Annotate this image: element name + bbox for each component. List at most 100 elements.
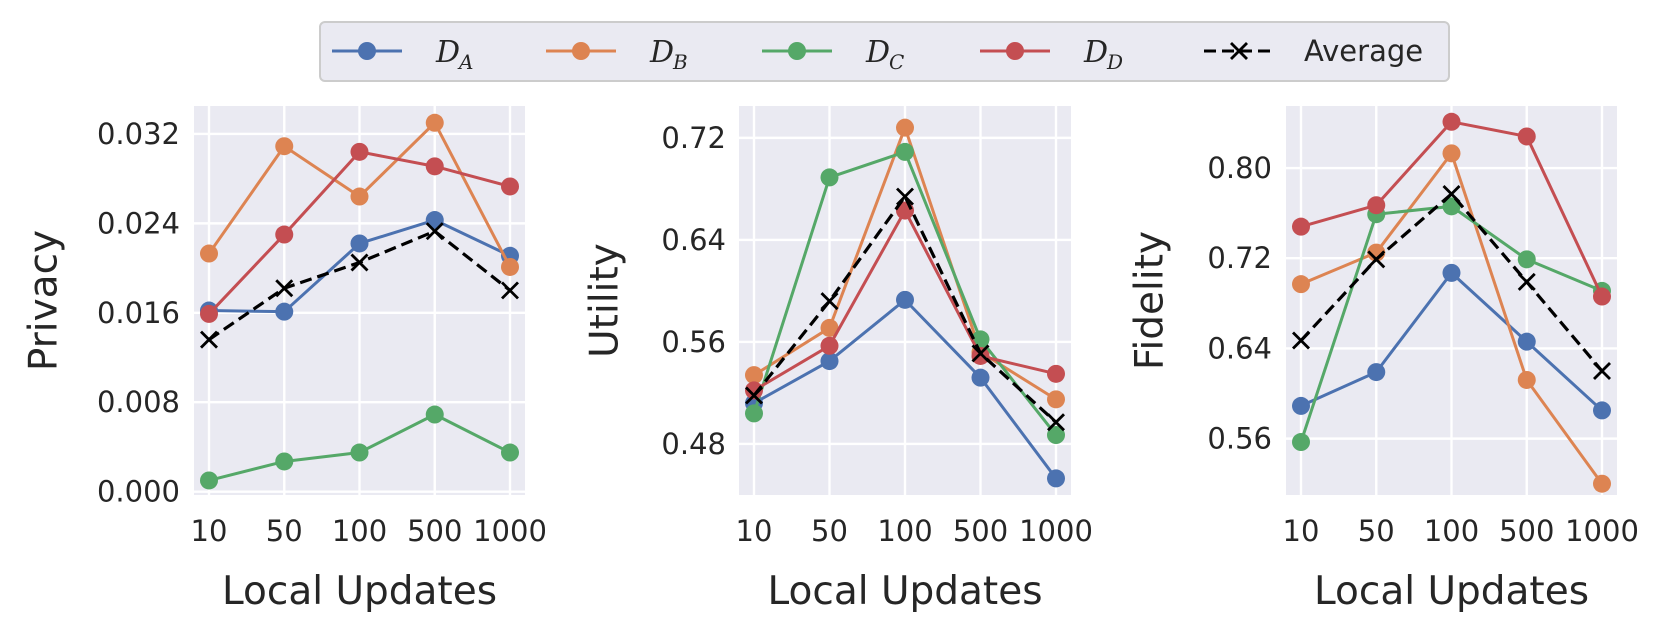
data-point	[200, 471, 218, 490]
legend-label: D	[865, 35, 890, 70]
y-tick-label: 0.72	[661, 121, 726, 155]
data-point	[1593, 401, 1611, 420]
x-tick-label: 100	[877, 514, 932, 548]
data-point	[971, 368, 990, 387]
y-tick-label: 0.80	[1207, 151, 1272, 185]
y-tick-label: 0.64	[1207, 331, 1272, 365]
x-tick-label: 500	[953, 514, 1008, 548]
series-line	[1299, 192, 1604, 373]
x-tick-label: 500	[407, 514, 462, 548]
data-point	[745, 386, 763, 405]
data-point	[350, 142, 369, 161]
data-point	[501, 257, 519, 276]
data-point	[1442, 144, 1461, 163]
fidelity-panel: 10 50 100 500 1000 0.56 0.64 0.72 0.80 Local Upda…	[1128, 106, 1639, 614]
x-tick-label: 1000	[473, 514, 547, 548]
series-DC	[200, 405, 519, 490]
data-point	[1047, 426, 1065, 445]
data-point	[896, 118, 914, 137]
legend: DA DB DC DD Average	[319, 21, 1450, 82]
x-tick-label: 10	[736, 514, 773, 548]
data-point	[425, 405, 444, 424]
y-axis-label: Privacy	[22, 230, 67, 371]
y-tick-label: 0.000	[97, 475, 180, 509]
data-point	[1367, 250, 1386, 269]
legend-marker	[1230, 42, 1248, 60]
y-axis-label: Utility	[583, 243, 628, 358]
data-point	[820, 336, 839, 355]
legend-marker	[1006, 42, 1024, 60]
legend-entry-DD: DD	[980, 35, 1123, 74]
legend-subscript: A	[457, 50, 473, 74]
data-point	[1442, 263, 1461, 282]
legend-subscript: C	[889, 50, 904, 74]
data-point	[1292, 396, 1310, 415]
legend-label: D	[1083, 35, 1108, 70]
data-point	[1517, 370, 1536, 389]
data-point	[501, 281, 519, 300]
y-tick-label: 0.48	[661, 427, 726, 461]
legend-entry-DA: DA	[332, 35, 473, 74]
data-point	[1047, 390, 1065, 409]
x-tick-label: 50	[811, 514, 848, 548]
y-axis-label: Fidelity	[1128, 231, 1173, 370]
data-point	[971, 346, 990, 365]
legend-marker	[358, 42, 376, 60]
data-point	[1292, 217, 1310, 236]
series-DD	[1292, 112, 1611, 306]
series-DD	[745, 201, 1065, 400]
data-point	[1517, 127, 1536, 146]
legend-entry-Avg: Average	[1204, 34, 1423, 68]
data-point	[1442, 112, 1461, 131]
data-point	[350, 253, 369, 272]
data-point	[501, 177, 519, 196]
data-point	[820, 292, 839, 311]
y-tick-label: 0.016	[97, 296, 180, 330]
legend-label: Average	[1304, 34, 1423, 68]
x-axis-label: Local Updates	[222, 569, 497, 614]
data-point	[745, 366, 763, 385]
legend-label: D	[435, 35, 460, 70]
series-DC	[745, 142, 1065, 445]
data-point	[350, 234, 369, 253]
data-point	[275, 279, 294, 298]
series-Avg	[1292, 184, 1611, 380]
data-point	[425, 113, 444, 132]
data-point	[820, 318, 839, 337]
data-point	[350, 443, 369, 462]
data-point	[1442, 197, 1461, 216]
privacy-panel: 10 50 100 500 1000 0.000 0.008 0.016 0.024 0.032 L…	[22, 106, 547, 614]
y-tick-label: 0.64	[661, 223, 726, 257]
data-point	[1047, 364, 1065, 383]
data-point	[350, 187, 369, 206]
data-point	[1517, 250, 1536, 269]
x-tick-label: 10	[191, 514, 228, 548]
series-DB	[1292, 144, 1611, 493]
series-Avg	[200, 222, 519, 349]
data-point	[1292, 433, 1310, 452]
y-tick-label: 0.032	[97, 117, 180, 151]
x-tick-label: 50	[266, 514, 303, 548]
y-tick-label: 0.008	[97, 385, 180, 419]
y-tick-label: 0.56	[1207, 422, 1272, 456]
data-point	[1593, 361, 1611, 380]
utility-panel: 10 50 100 500 1000 0.48 0.56 0.64 0.72 Local Upda…	[583, 106, 1093, 614]
x-tick-label: 500	[1499, 514, 1554, 548]
x-tick-label: 10	[1283, 514, 1320, 548]
data-point	[820, 168, 839, 187]
legend-box	[319, 21, 1450, 82]
x-axis-label: Local Updates	[1314, 569, 1589, 614]
data-point	[275, 137, 294, 156]
legend-marker	[572, 42, 590, 60]
data-point	[1517, 332, 1536, 351]
legend-subscript: D	[1106, 50, 1123, 74]
data-point	[1292, 331, 1310, 350]
data-point	[501, 443, 519, 462]
data-point	[896, 142, 914, 161]
data-point	[896, 290, 914, 309]
data-point	[1593, 287, 1611, 306]
data-point	[200, 244, 218, 263]
y-tick-label: 0.56	[661, 325, 726, 359]
data-point	[745, 404, 763, 423]
